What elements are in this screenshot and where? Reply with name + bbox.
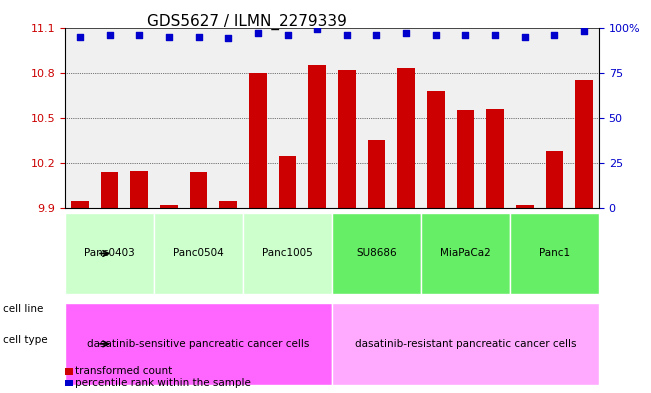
Point [134, 31, 145, 38]
Bar [516, 205, 534, 393]
Bar [397, 68, 415, 393]
Bar [189, 172, 208, 393]
Point [460, 31, 471, 38]
Text: percentile rank within the sample: percentile rank within the sample [75, 378, 251, 388]
Text: cell line: cell line [3, 303, 44, 314]
Point [223, 35, 234, 42]
Text: dasatinib-resistant pancreatic cancer cells: dasatinib-resistant pancreatic cancer ce… [355, 339, 576, 349]
Text: MiaPaCa2: MiaPaCa2 [440, 248, 491, 259]
Bar [249, 73, 267, 393]
Bar [575, 80, 593, 393]
Point [312, 26, 322, 33]
Bar [101, 172, 118, 393]
FancyBboxPatch shape [65, 303, 332, 384]
Text: Panc1005: Panc1005 [262, 248, 313, 259]
Text: cell type: cell type [3, 335, 48, 345]
FancyBboxPatch shape [332, 213, 421, 294]
FancyBboxPatch shape [421, 213, 510, 294]
Bar [368, 141, 385, 393]
Bar [279, 156, 296, 393]
FancyBboxPatch shape [332, 303, 599, 384]
Text: GDS5627 / ILMN_2279339: GDS5627 / ILMN_2279339 [147, 14, 348, 30]
FancyBboxPatch shape [65, 213, 154, 294]
FancyBboxPatch shape [243, 213, 332, 294]
Point [253, 30, 263, 36]
Point [401, 30, 411, 36]
Point [75, 33, 85, 40]
Bar [71, 201, 89, 393]
Bar [546, 151, 563, 393]
Text: dasatinib-sensitive pancreatic cancer cells: dasatinib-sensitive pancreatic cancer ce… [87, 339, 310, 349]
Point [490, 31, 501, 38]
Point [283, 31, 293, 38]
Bar [309, 65, 326, 393]
Text: Panc0403: Panc0403 [84, 248, 135, 259]
Bar [130, 171, 148, 393]
Bar [219, 201, 237, 393]
Text: transformed count: transformed count [75, 366, 172, 376]
Point [193, 33, 204, 40]
FancyBboxPatch shape [154, 213, 243, 294]
Bar [486, 109, 504, 393]
Point [342, 31, 352, 38]
Bar [160, 205, 178, 393]
Point [163, 33, 174, 40]
Point [430, 31, 441, 38]
Point [519, 33, 530, 40]
Bar [338, 70, 355, 393]
Bar [456, 110, 475, 393]
Point [104, 31, 115, 38]
Text: SU8686: SU8686 [356, 248, 397, 259]
Text: Panc0504: Panc0504 [173, 248, 224, 259]
FancyBboxPatch shape [510, 213, 599, 294]
Point [371, 31, 381, 38]
Bar [427, 91, 445, 393]
Point [579, 28, 589, 34]
Text: Panc1: Panc1 [539, 248, 570, 259]
Point [549, 31, 560, 38]
